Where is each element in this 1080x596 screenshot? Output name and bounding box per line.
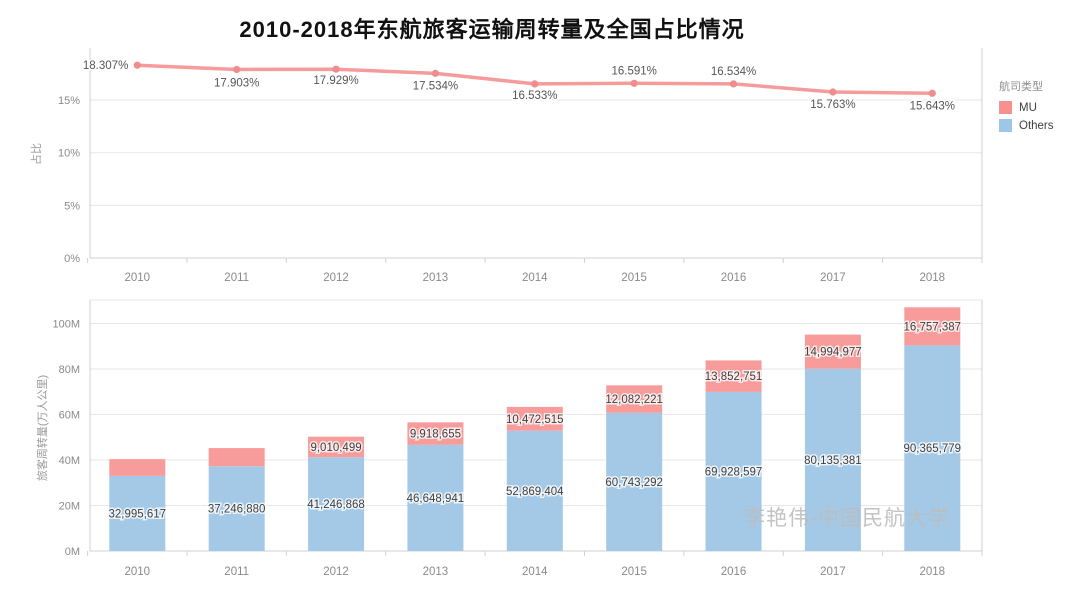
y-tick-label: 15%: [58, 95, 80, 107]
x-axis-year-label: 2013: [423, 566, 449, 578]
others-value-label: 60,743,292: [605, 477, 663, 489]
x-axis-year-label: 2018: [920, 566, 946, 578]
others-value-label: 80,135,381: [804, 455, 862, 467]
y-tick-label: 100M: [52, 319, 80, 331]
x-axis-year-label: 2012: [323, 272, 349, 284]
bar-mu-2013[interactable]: [407, 422, 464, 445]
others-value-label: 69,928,597: [705, 466, 763, 478]
x-axis-year-label: 2016: [721, 566, 747, 578]
others-color-swatch-icon: [999, 119, 1012, 132]
y-tick-label: 0%: [64, 253, 80, 265]
legend-item-mu[interactable]: MU: [999, 101, 1054, 114]
x-axis-year-label: 2016: [721, 272, 747, 284]
x-axis-year-label: 2015: [621, 566, 647, 578]
mu-color-swatch-icon: [999, 101, 1012, 114]
mu-value-label: 16,757,387: [904, 321, 962, 333]
mu-value-label: 9,010,499: [310, 442, 361, 454]
x-axis-year-label: 2015: [621, 272, 647, 284]
mu-value-label: 9,918,655: [410, 429, 461, 441]
x-axis-year-label: 2013: [423, 272, 449, 284]
bar-mu-2014[interactable]: [506, 406, 563, 431]
point-value-label: 16.591%: [611, 65, 656, 77]
bar-mu-2010[interactable]: [109, 459, 166, 476]
point-value-label: 16.533%: [512, 90, 557, 102]
x-axis-year-label: 2012: [323, 566, 349, 578]
mu-value-label: 13,852,751: [705, 371, 763, 383]
y-tick-label: 60M: [59, 410, 80, 422]
bar-others-2012[interactable]: [308, 457, 365, 551]
point-value-label: 15.763%: [810, 99, 855, 111]
others-value-label: 41,246,868: [307, 499, 365, 511]
line-point-2012[interactable]: [332, 65, 340, 73]
point-value-label: 18.307%: [83, 60, 128, 72]
x-axis-year-label: 2014: [522, 566, 548, 578]
point-value-label: 17.903%: [214, 77, 259, 89]
line-point-2011[interactable]: [233, 65, 241, 74]
y-tick-label: 10%: [58, 148, 80, 160]
mu-value-label: 10,472,515: [506, 414, 564, 426]
bar-others-2014[interactable]: [506, 430, 563, 551]
y-axis-title-rpk: 旅客周转量(万人公里): [37, 374, 49, 482]
bar-others-2018[interactable]: [904, 345, 961, 551]
legend-item-others[interactable]: Others: [999, 119, 1054, 132]
bar-mu-2017[interactable]: [804, 334, 861, 369]
mu-value-label: 12,082,221: [605, 394, 663, 406]
mu-value-label: 14,994,977: [804, 347, 862, 359]
y-tick-label: 40M: [59, 455, 80, 467]
bar-others-2013[interactable]: [407, 444, 464, 551]
others-value-label: 52,869,404: [506, 486, 564, 498]
chart-title: 2010-2018年东航旅客运输周转量及全国占比情况: [239, 17, 745, 42]
x-axis-year-label: 2017: [820, 566, 846, 578]
bar-others-2017[interactable]: [804, 368, 861, 551]
line-point-2017[interactable]: [829, 88, 837, 96]
bar-others-2016[interactable]: [705, 391, 762, 551]
legend-item-label: Others: [1019, 119, 1054, 132]
legend-item-label: MU: [1019, 101, 1037, 114]
x-axis-year-label: 2010: [125, 272, 151, 284]
others-value-label: 46,648,941: [407, 493, 465, 505]
others-value-label: 37,246,880: [208, 504, 266, 516]
others-value-label: 32,995,617: [109, 508, 167, 520]
y-axis-title-share: 占比: [31, 143, 43, 165]
legend-title: 航司类型: [999, 81, 1043, 93]
line-point-2010[interactable]: [133, 61, 141, 69]
bar-mu-2016[interactable]: [705, 360, 762, 392]
legend: 航司类型 MU Others: [999, 78, 1054, 137]
line-point-2015[interactable]: [630, 79, 638, 87]
y-tick-label: 0M: [65, 546, 80, 558]
y-tick-label: 20M: [59, 501, 80, 513]
y-tick-label: 80M: [59, 364, 80, 376]
bar-mu-2018[interactable]: [904, 307, 961, 346]
x-axis-year-label: 2011: [224, 566, 249, 578]
point-value-label: 15.643%: [910, 100, 955, 112]
x-axis-year-label: 2011: [224, 272, 249, 284]
bar-mu-2012[interactable]: [308, 436, 365, 458]
watermark: 李艳伟-中国民航大学: [744, 507, 950, 530]
point-value-label: 16.534%: [711, 66, 756, 78]
x-axis-year-label: 2017: [820, 272, 846, 284]
x-axis-year-label: 2018: [920, 272, 946, 284]
line-point-2014[interactable]: [531, 80, 539, 88]
x-axis-year-label: 2010: [125, 566, 151, 578]
point-value-label: 17.534%: [413, 80, 458, 92]
line-point-2013[interactable]: [431, 69, 440, 77]
bar-others-2010[interactable]: [109, 475, 166, 551]
point-value-label: 17.929%: [313, 75, 358, 87]
bar-mu-2015[interactable]: [606, 385, 663, 413]
bar-others-2011[interactable]: [208, 466, 265, 551]
x-axis-year-label: 2014: [522, 272, 548, 284]
line-point-2016[interactable]: [729, 80, 738, 88]
bar-mu-2011[interactable]: [208, 448, 265, 467]
line-point-2018[interactable]: [928, 89, 936, 97]
y-tick-label: 5%: [64, 200, 80, 212]
bar-others-2015[interactable]: [606, 412, 663, 551]
others-value-label: 90,365,779: [904, 443, 962, 455]
